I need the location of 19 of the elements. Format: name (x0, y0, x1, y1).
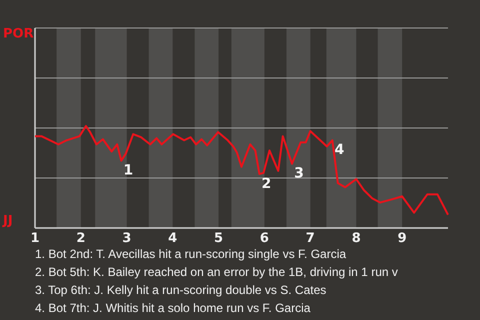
text: 1. Bot 2nd: T. Avecillas hit a run-scoring single vs F. Garcia (35, 247, 346, 261)
text: POR (3, 26, 34, 42)
x-tick-label: 8 (352, 231, 361, 246)
annotation: 2 (262, 176, 272, 192)
x-tick-label: 2 (76, 231, 86, 246)
x-tick-label: 1 (30, 231, 40, 246)
x-tick-label: 3 (122, 231, 132, 246)
x-tick-label: 5 (214, 231, 224, 246)
text: 2. Bot 5th: K. Bailey reached on an error by the 1B, driving in 1 run v (35, 265, 398, 279)
annotation: 3 (294, 166, 304, 182)
x-tick-label: 6 (260, 231, 269, 246)
x-tick-label: 4 (168, 231, 178, 246)
text: 3. Top 6th: J. Kelly hit a run-scoring double vs S. Cates (35, 283, 326, 297)
x-tick-label: 7 (306, 231, 315, 246)
text: JJ (2, 214, 13, 229)
x-tick-label: 9 (398, 231, 407, 246)
annotation: 4 (334, 142, 344, 158)
annotation: 1 (123, 162, 134, 179)
text: 4. Bot 7th: J. Whitis hit a solo home run vs F. Garcia (35, 301, 311, 315)
